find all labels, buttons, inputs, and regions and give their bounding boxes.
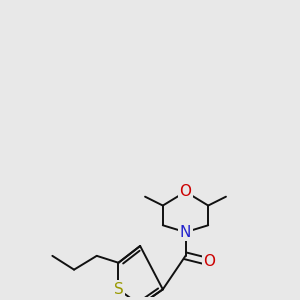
Text: N: N (180, 225, 191, 240)
Text: O: O (179, 184, 191, 199)
Text: O: O (203, 254, 215, 269)
Text: S: S (114, 282, 123, 297)
